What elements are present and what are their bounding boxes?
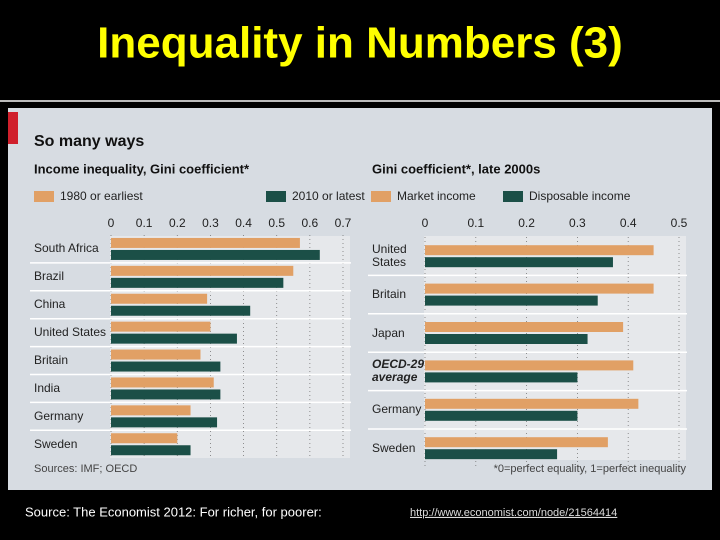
y-tick-label: Sweden (372, 440, 416, 455)
chart-subtitle: Gini coefficient*, late 2000s (372, 161, 540, 176)
x-tick-label: 0.1 (467, 216, 484, 230)
bar (425, 257, 613, 268)
x-tick-label: 0.1 (136, 216, 153, 230)
source-link[interactable]: http://www.economist.com/node/21564414 (410, 507, 617, 519)
y-tick-label: Japan (372, 325, 405, 340)
slide-title: Inequality in Numbers (3) (97, 19, 623, 68)
bar (111, 333, 237, 344)
y-tick-label: Sweden (34, 436, 78, 451)
bar (111, 389, 221, 400)
y-tick-label: South Africa (34, 241, 99, 256)
bar (111, 265, 294, 276)
bar (111, 305, 251, 316)
category-label-box: India (34, 380, 61, 395)
x-tick-label: 0.4 (620, 216, 637, 230)
y-tick-label: Britain (372, 287, 407, 302)
legend-swatch (371, 191, 391, 202)
bar (111, 445, 191, 456)
category-label-box: United States (34, 325, 107, 340)
bar (425, 437, 608, 448)
bar (111, 237, 300, 248)
bar (111, 433, 178, 444)
panel-source: Sources: IMF; OECD (34, 463, 137, 475)
x-tick-label: 0.3 (202, 216, 219, 230)
legend-swatch (503, 191, 523, 202)
brand-mark (8, 112, 18, 144)
caption: Source: The Economist 2012: For richer, … (25, 504, 322, 519)
plot-area (424, 236, 686, 460)
x-tick-label: 0.2 (518, 216, 535, 230)
x-tick-label: 0 (108, 216, 115, 230)
category-label-box: Brazil (34, 269, 65, 284)
y-tick-label: China (34, 297, 66, 312)
bar (111, 361, 221, 372)
legend-swatch (266, 191, 286, 202)
bar (111, 349, 201, 360)
bar (111, 405, 191, 416)
bar (111, 377, 214, 388)
bar (425, 245, 654, 256)
x-tick-label: 0.4 (235, 216, 252, 230)
category-label-box: OECD-29 average (372, 357, 425, 385)
category-label-box: Britain (34, 353, 69, 368)
bar (111, 293, 208, 304)
panel-title: So many ways (34, 133, 144, 150)
bar (111, 321, 211, 332)
bar (425, 449, 558, 460)
bar (111, 417, 218, 428)
y-tick-label: Brazil (34, 269, 65, 284)
bar (425, 334, 588, 344)
x-tick-label: 0.6 (302, 216, 319, 230)
category-label-box: United States (372, 242, 407, 270)
chart-subtitle: Income inequality, Gini coefficient* (34, 161, 250, 176)
category-label-box: Sweden (372, 440, 416, 455)
x-tick-label: 0.3 (569, 216, 586, 230)
bar (425, 372, 578, 383)
y-tick-label: Germany (372, 402, 422, 417)
category-label-box: Sweden (34, 436, 78, 451)
x-tick-label: 0.5 (671, 216, 688, 230)
panel-footnote: *0=perfect equality, 1=perfect inequalit… (494, 463, 687, 475)
bar (425, 398, 639, 409)
legend-label: 2010 or latest (292, 189, 365, 203)
bar (425, 360, 634, 371)
x-tick-label: 0 (422, 216, 429, 230)
y-tick-label: OECD-29 average (372, 357, 425, 385)
legend-label: Market income (397, 189, 476, 203)
x-tick-label: 0.7 (335, 216, 352, 230)
bar (111, 249, 320, 260)
category-label-box: Germany (372, 402, 422, 417)
y-tick-label: United States (372, 242, 407, 270)
y-tick-label: India (34, 380, 61, 395)
y-tick-label: Britain (34, 353, 69, 368)
bar (425, 410, 578, 421)
bar (425, 295, 598, 306)
legend-swatch (34, 191, 54, 202)
category-label-box: Britain (372, 287, 407, 302)
category-label-box: China (34, 297, 66, 312)
x-tick-label: 0.2 (169, 216, 186, 230)
legend-label: Disposable income (529, 189, 631, 203)
legend-label: 1980 or earliest (60, 189, 143, 203)
x-tick-label: 0.5 (268, 216, 285, 230)
y-tick-label: Germany (34, 408, 84, 423)
bar (425, 283, 654, 294)
category-label-box: Germany (34, 408, 84, 423)
category-label-box: South Africa (34, 241, 99, 256)
category-label-box: Japan (372, 325, 405, 340)
bar (425, 322, 624, 332)
y-tick-label: United States (34, 325, 107, 340)
bar (111, 277, 284, 288)
